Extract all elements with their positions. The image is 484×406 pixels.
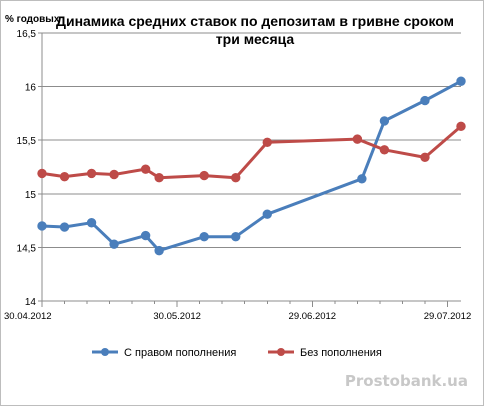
legend-swatch-marker-0 [101,348,109,356]
legend: С правом пополнения Без пополнения [92,347,382,359]
x-tick-label-3: 29.07.2012 [424,311,472,322]
legend-label-1: Без пополнения [300,347,382,359]
series-1-point-12 [456,121,466,131]
series-0-point-9 [357,174,367,184]
series-1-point-0 [37,168,47,179]
y-tick-label-3: 15,5 [17,136,37,147]
watermark-text: Prostobank.ua [345,372,468,390]
series-0-point-5 [154,245,164,256]
y-tick-label-2: 15 [25,190,37,201]
series-0-point-3 [109,239,119,249]
series-0-point-6 [199,231,209,242]
series-1-point-3 [109,169,119,180]
series-1-point-7 [231,173,241,183]
series-1-point-8 [262,137,272,148]
series-0-point-8 [262,209,272,219]
series-0-point-2 [86,218,97,228]
series-1-point-11 [420,152,430,163]
series-line-0 [40,79,463,253]
series-1-point-9 [352,134,363,144]
series-1-point-1 [59,171,70,182]
chart-title-line-2: три месяца [216,31,295,47]
x-tick-label-1: 30.05.2012 [153,311,201,322]
gridlines [42,32,461,302]
series-0-point-12 [456,76,466,86]
series-1-point-5 [154,173,164,183]
series-1-point-6 [199,170,209,181]
series-layer [37,76,466,256]
x-tick-label-0: 30.04.2012 [4,311,52,322]
series-0-point-0 [37,221,47,231]
series-1-point-10 [379,145,390,155]
y-tick-label-1: 14,5 [17,243,37,254]
series-line-1 [40,124,463,180]
legend-swatch-marker-1 [277,348,285,356]
x-tick-label-2: 29.06.2012 [289,311,337,322]
series-0-point-7 [231,231,241,242]
series-1-point-4 [140,164,151,174]
y-tick-label-4: 16 [25,83,37,94]
chart-title: Динамика средних ставок по депозитам в г… [56,13,454,47]
series-0-point-11 [420,95,430,106]
axes: 14 14,5 15 15,5 16 16,5 30.04.2012 30.05.2012 29… [4,29,471,322]
legend-label-0: С правом пополнения [124,347,236,359]
series-0-point-4 [140,230,151,241]
series-0-point-1 [59,222,70,232]
chart-title-line-1: Динамика средних ставок по депозитам в г… [56,13,454,29]
series-1-point-2 [86,168,97,179]
y-tick-label-0: 14 [25,297,37,308]
series-0-point-10 [379,116,390,126]
y-tick-label-5: 16,5 [17,29,37,40]
y-axis-label: % годовых [5,14,60,25]
